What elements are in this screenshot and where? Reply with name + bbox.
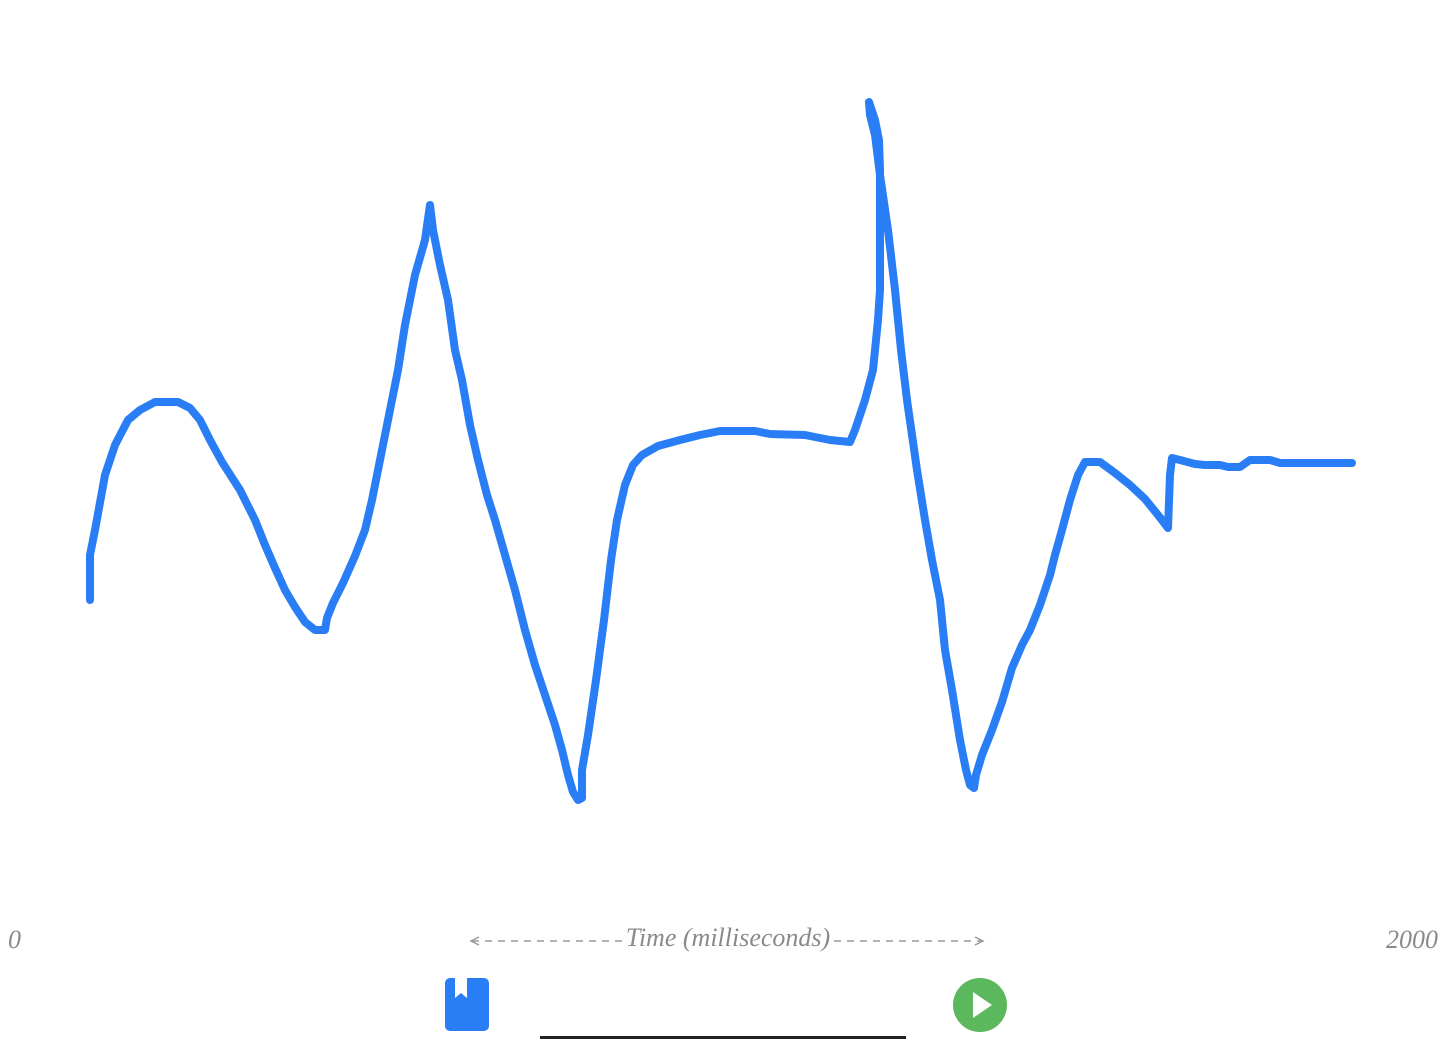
axis-title: Time (milliseconds) [626,923,830,952]
drawn-waveform [86,98,1356,804]
home-indicator [540,1036,906,1039]
left-arrow [469,936,622,946]
right-arrow [834,936,985,946]
play-button[interactable] [953,978,1007,1032]
bookmark-button[interactable] [445,978,489,1031]
axis-min-label: 0 [8,925,21,954]
axis-max-label: 2000 [1386,925,1438,954]
